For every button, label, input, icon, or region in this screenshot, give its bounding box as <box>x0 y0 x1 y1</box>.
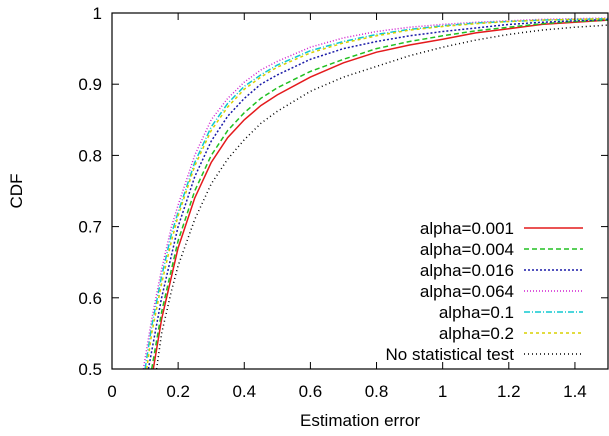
y-tick-label: 1 <box>93 4 102 23</box>
series-line <box>155 24 608 369</box>
y-tick-label: 0.8 <box>78 146 102 165</box>
ticks-layer: 0 0.2 0.4 0.6 0.8 1 1.2 1.4 0.5 0.6 0.7 0.8 0.9 1 <box>78 4 608 401</box>
curves-layer <box>142 17 608 369</box>
legend: alpha=0.001 alpha=0.004 alpha=0.016 alpha=0… <box>386 219 583 364</box>
series-line <box>145 17 608 369</box>
series-line <box>142 17 608 369</box>
series-line <box>150 19 608 369</box>
legend-label: alpha=0.001 <box>420 219 514 238</box>
x-tick-label: 0.4 <box>232 382 256 401</box>
x-tick-label: 1.2 <box>497 382 521 401</box>
x-tick-label: 0.8 <box>365 382 389 401</box>
series-line <box>144 17 608 369</box>
y-axis-label: CDF <box>7 174 26 209</box>
legend-label: alpha=0.064 <box>420 282 514 301</box>
legend-label: alpha=0.016 <box>420 261 514 280</box>
x-tick-label: 1 <box>438 382 447 401</box>
x-tick-label: 0 <box>107 382 116 401</box>
x-tick-label: 1.4 <box>563 382 587 401</box>
y-tick-label: 0.6 <box>78 289 102 308</box>
legend-label: alpha=0.1 <box>439 303 514 322</box>
y-tick-label: 0.9 <box>78 75 102 94</box>
x-tick-label: 0.2 <box>166 382 190 401</box>
y-tick-label: 0.5 <box>78 360 102 379</box>
plot-frame <box>111 12 609 370</box>
legend-label: alpha=0.004 <box>420 240 514 259</box>
series-line <box>152 19 608 369</box>
y-tick-label: 0.7 <box>78 218 102 237</box>
legend-label: No statistical test <box>386 345 515 364</box>
series-line <box>147 18 608 369</box>
legend-label: alpha=0.2 <box>439 324 514 343</box>
x-tick-label: 0.6 <box>299 382 323 401</box>
x-axis-label: Estimation error <box>300 411 420 430</box>
